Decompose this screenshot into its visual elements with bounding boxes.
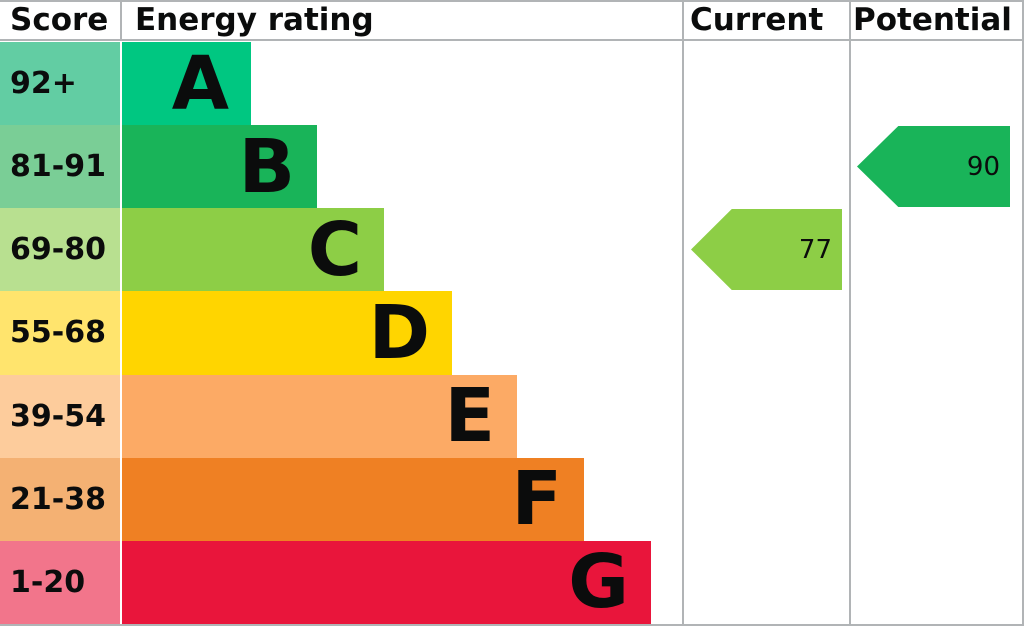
band-row-d: 55-68 D bbox=[0, 289, 1024, 376]
current-column-divider-line bbox=[682, 0, 684, 626]
rating-bar: G bbox=[122, 539, 651, 626]
rating-letter: B bbox=[238, 123, 295, 210]
top-border-line bbox=[0, 0, 1024, 2]
right-border-line bbox=[1022, 0, 1024, 626]
rating-bar: F bbox=[122, 456, 584, 543]
score-range-label: 69-80 bbox=[0, 208, 120, 292]
score-header-divider-line bbox=[120, 0, 122, 41]
score-range-label: 1-20 bbox=[0, 540, 120, 624]
rating-letter: C bbox=[307, 206, 362, 293]
score-range-label: 39-54 bbox=[0, 374, 120, 458]
band-row-c: 69-80 C bbox=[0, 206, 1024, 293]
band-row-b: 81-91 B bbox=[0, 123, 1024, 210]
score-column-header: Score bbox=[10, 1, 109, 38]
header-bottom-border-line bbox=[0, 39, 1024, 41]
band-row-f: 21-38 F bbox=[0, 456, 1024, 543]
rating-letter: G bbox=[568, 539, 629, 626]
current-rating-value: 77 bbox=[798, 234, 832, 265]
score-range-label: 21-38 bbox=[0, 457, 120, 541]
potential-rating-value: 90 bbox=[966, 151, 1000, 182]
band-row-g: 1-20 G bbox=[0, 539, 1024, 626]
rating-letter: F bbox=[511, 456, 562, 543]
bottom-border-line bbox=[0, 624, 1024, 626]
band-row-e: 39-54 E bbox=[0, 373, 1024, 460]
current-column-header: Current bbox=[690, 1, 824, 38]
score-range-label: 55-68 bbox=[0, 291, 120, 375]
band-rows: 92+ A 81-91 B 69-80 C 55-68 D 39-54 bbox=[0, 42, 1024, 624]
rating-letter: A bbox=[171, 40, 229, 127]
rating-bar: D bbox=[122, 289, 452, 376]
rating-bar: A bbox=[122, 40, 251, 127]
energy-rating-column-header: Energy rating bbox=[135, 1, 374, 38]
rating-bar: B bbox=[122, 123, 317, 210]
rating-bar: C bbox=[122, 206, 384, 293]
rating-letter: E bbox=[444, 373, 495, 460]
rating-bar: E bbox=[122, 373, 517, 460]
score-range-label: 81-91 bbox=[0, 125, 120, 209]
band-row-a: 92+ A bbox=[0, 40, 1024, 127]
potential-column-divider-line bbox=[849, 0, 851, 626]
rating-letter: D bbox=[368, 289, 430, 376]
score-range-label: 92+ bbox=[0, 42, 120, 126]
potential-column-header: Potential bbox=[853, 1, 1012, 38]
